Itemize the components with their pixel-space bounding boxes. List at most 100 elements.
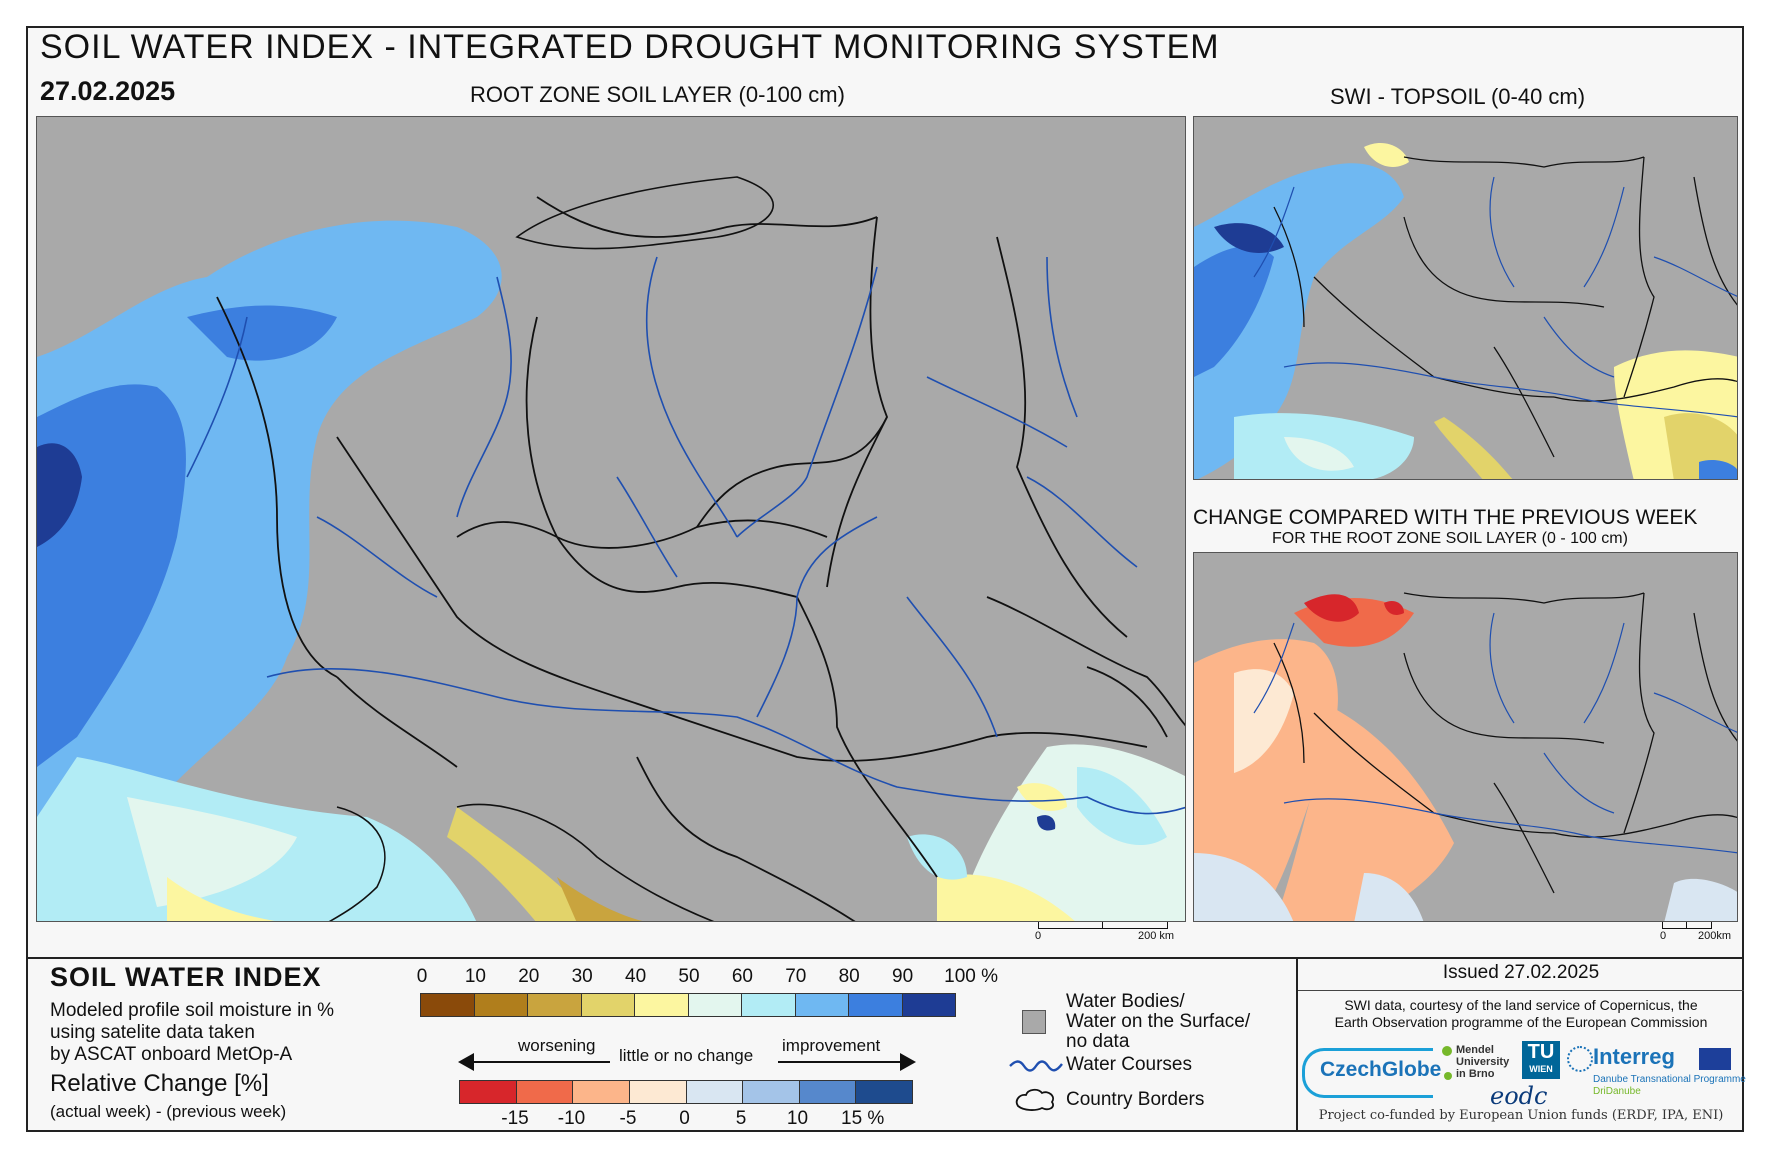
change-map-title: CHANGE COMPARED WITH THE PREVIOUS WEEK (1193, 506, 1698, 529)
tick-label: 10 (464, 966, 486, 987)
tick-label: 60 (731, 966, 753, 987)
topsoil-map-title: SWI - TOPSOIL (0-40 cm) (1330, 84, 1586, 109)
swi-ramp-swatch (688, 994, 742, 1016)
legend-title: SOIL WATER INDEX (50, 962, 322, 992)
water-bodies-line: Water on the Surface/ (1066, 1011, 1251, 1032)
worsening-arrow-line (470, 1061, 610, 1063)
tick-label: 40 (625, 966, 647, 987)
credit-line: Earth Observation programme of the Europ… (1334, 1014, 1708, 1030)
change-color-ramp (459, 1080, 913, 1104)
small-scalebar: 0 200km (1660, 922, 1750, 946)
improvement-arrow-icon (900, 1053, 916, 1071)
swi-ramp-swatch (795, 994, 849, 1016)
change-ramp-swatch (743, 1081, 800, 1103)
data-credit: SWI data, courtesy of the land service o… (1300, 997, 1742, 1031)
legend-desc-line: by ASCAT onboard MetOp-A (50, 1044, 293, 1065)
legend-desc-line: using satelite data taken (50, 1022, 255, 1043)
eu-flag-icon (1699, 1048, 1731, 1070)
relative-change-title: Relative Change [%] (50, 1070, 269, 1097)
swi-ramp-swatch (421, 994, 475, 1016)
swi-ramp-swatch (902, 994, 955, 1016)
figure-date: 27.02.2025 (40, 76, 176, 106)
change-ramp-swatch (856, 1081, 912, 1103)
legend-desc-line: Modeled profile soil moisture in % (50, 1000, 335, 1021)
czechglobe-arc-icon (1302, 1048, 1433, 1098)
issued-rule (1298, 990, 1744, 991)
interreg-subline: Danube Transnational Programme (1593, 1074, 1746, 1085)
change-ramp-swatch (460, 1081, 517, 1103)
swi-ramp-swatch (528, 994, 582, 1016)
issued-date: Issued 27.02.2025 (1442, 962, 1600, 983)
root-zone-map-graphic (37, 117, 1185, 921)
eodc-logo: eodc (1490, 1082, 1548, 1110)
root-zone-map (36, 116, 1186, 922)
figure-title: SOIL WATER INDEX - INTEGRATED DROUGHT MO… (40, 28, 1220, 66)
tick-label: 100 % (944, 966, 999, 987)
tick-label: 90 (892, 966, 914, 987)
water-bodies-label: Water Bodies/ Water on the Surface/ no d… (1066, 992, 1250, 1052)
change-ramp-swatch (686, 1081, 744, 1103)
cofunding-note: Project co-funded by European Union fund… (1318, 1108, 1724, 1123)
tick-label: 50 (678, 966, 700, 987)
topsoil-map (1193, 116, 1738, 480)
country-border-icon (1015, 1088, 1054, 1111)
water-bodies-line: no data (1066, 1031, 1130, 1052)
legend-divider (1296, 957, 1298, 1132)
mendel-dot-icon (1442, 1046, 1452, 1056)
mendel-line: Mendel (1456, 1044, 1494, 1056)
legend-area (26, 957, 1744, 1132)
swi-ramp-swatch (581, 994, 635, 1016)
tick-label: 80 (838, 966, 860, 987)
tuwien-wien: WIEN (1529, 1064, 1553, 1074)
relative-change-subtitle: (actual week) - (previous week) (50, 1102, 287, 1121)
country-borders-label: Country Borders (1066, 1089, 1205, 1110)
change-map-subtitle: FOR THE ROOT ZONE SOIL LAYER (0 - 100 cm… (1272, 530, 1628, 547)
worsening-arrow-icon (458, 1053, 474, 1071)
mendel-line: in Brno (1456, 1068, 1495, 1080)
tick-label: 10 (786, 1108, 809, 1129)
change-ramp-swatch (799, 1081, 857, 1103)
tick-label: 20 (518, 966, 540, 987)
change-ramp-swatch (629, 1081, 687, 1103)
water-bodies-line: Water Bodies/ (1066, 991, 1185, 1012)
swi-ramp-swatch (849, 994, 903, 1016)
improvement-arrow-line (778, 1061, 902, 1063)
change-ramp-swatch (573, 1081, 630, 1103)
small-scalebar-zero: 0 (1660, 930, 1667, 942)
main-scalebar-zero: 0 (1035, 930, 1042, 942)
tuwien-tu: TU (1527, 1041, 1555, 1063)
tick-label: -5 (619, 1108, 637, 1129)
change-map-graphic (1194, 553, 1737, 921)
improvement-label: improvement (782, 1036, 881, 1055)
tick-label: 70 (785, 966, 807, 987)
swi-ramp-swatch (635, 994, 689, 1016)
water-course-icon (1009, 1060, 1063, 1072)
tick-label: 30 (571, 966, 593, 987)
interreg-text: Interreg (1593, 1044, 1675, 1069)
main-scalebar-end: 200 km (1138, 930, 1175, 942)
small-scalebar-end: 200km (1698, 930, 1732, 942)
topsoil-map-graphic (1194, 117, 1737, 479)
interreg-star-icon (1567, 1046, 1593, 1072)
water-courses-label: Water Courses (1066, 1054, 1192, 1075)
swi-ramp-swatch (474, 994, 528, 1016)
tuwien-logo: TU WIEN (1522, 1041, 1560, 1079)
swi-color-ramp (420, 993, 956, 1017)
worsening-label: worsening (518, 1036, 596, 1055)
change-ramp-swatch (516, 1081, 574, 1103)
tick-label: 0 (416, 966, 428, 987)
czechglobe-text: CzechGlobe (1320, 1058, 1442, 1081)
tick-label: -15 (501, 1108, 529, 1129)
tick-label: 15 % (841, 1108, 885, 1129)
interreg-subline: DriDanube (1593, 1086, 1641, 1097)
mendel-line: University (1456, 1056, 1510, 1068)
water-bodies-swatch (1022, 1010, 1046, 1034)
legend-description: Modeled profile soil moisture in % using… (50, 1000, 334, 1066)
credit-line: SWI data, courtesy of the land service o… (1344, 997, 1698, 1013)
swi-ramp-swatch (742, 994, 796, 1016)
main-map-title: ROOT ZONE SOIL LAYER (0-100 cm) (470, 82, 845, 107)
tick-label: 5 (735, 1108, 747, 1129)
mendel-dot-icon (1444, 1072, 1452, 1080)
change-map (1193, 552, 1738, 922)
tick-label: -10 (557, 1108, 586, 1129)
